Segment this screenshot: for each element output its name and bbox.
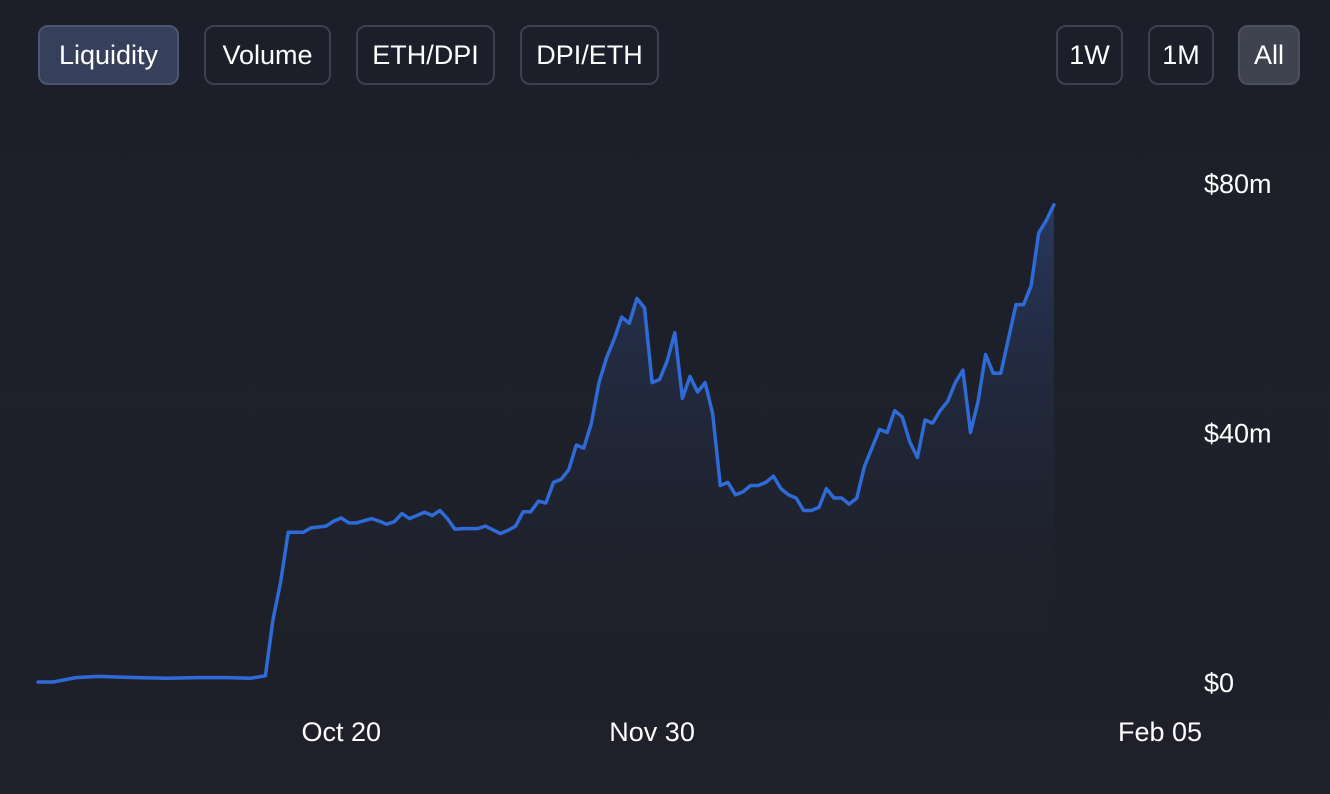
- range-all-button[interactable]: All: [1238, 25, 1300, 85]
- x-tick-label: Nov 30: [609, 717, 695, 747]
- x-tick-label: Oct 20: [301, 717, 381, 747]
- tab-volume[interactable]: Volume: [204, 25, 331, 85]
- liquidity-line: [36, 203, 1056, 684]
- range-1w-button[interactable]: 1W: [1056, 25, 1123, 85]
- y-tick-label: $80m: [1204, 169, 1272, 199]
- tab-dpi-eth[interactable]: DPI/ETH: [520, 25, 659, 85]
- tab-liquidity[interactable]: Liquidity: [38, 25, 179, 85]
- x-tick-label: Feb 05: [1118, 717, 1202, 747]
- y-tick-label: $40m: [1204, 419, 1272, 449]
- range-1m-button[interactable]: 1M: [1148, 25, 1214, 85]
- y-tick-label: $0: [1204, 668, 1234, 698]
- tab-eth-dpi[interactable]: ETH/DPI: [356, 25, 495, 85]
- liquidity-area: [38, 204, 1054, 683]
